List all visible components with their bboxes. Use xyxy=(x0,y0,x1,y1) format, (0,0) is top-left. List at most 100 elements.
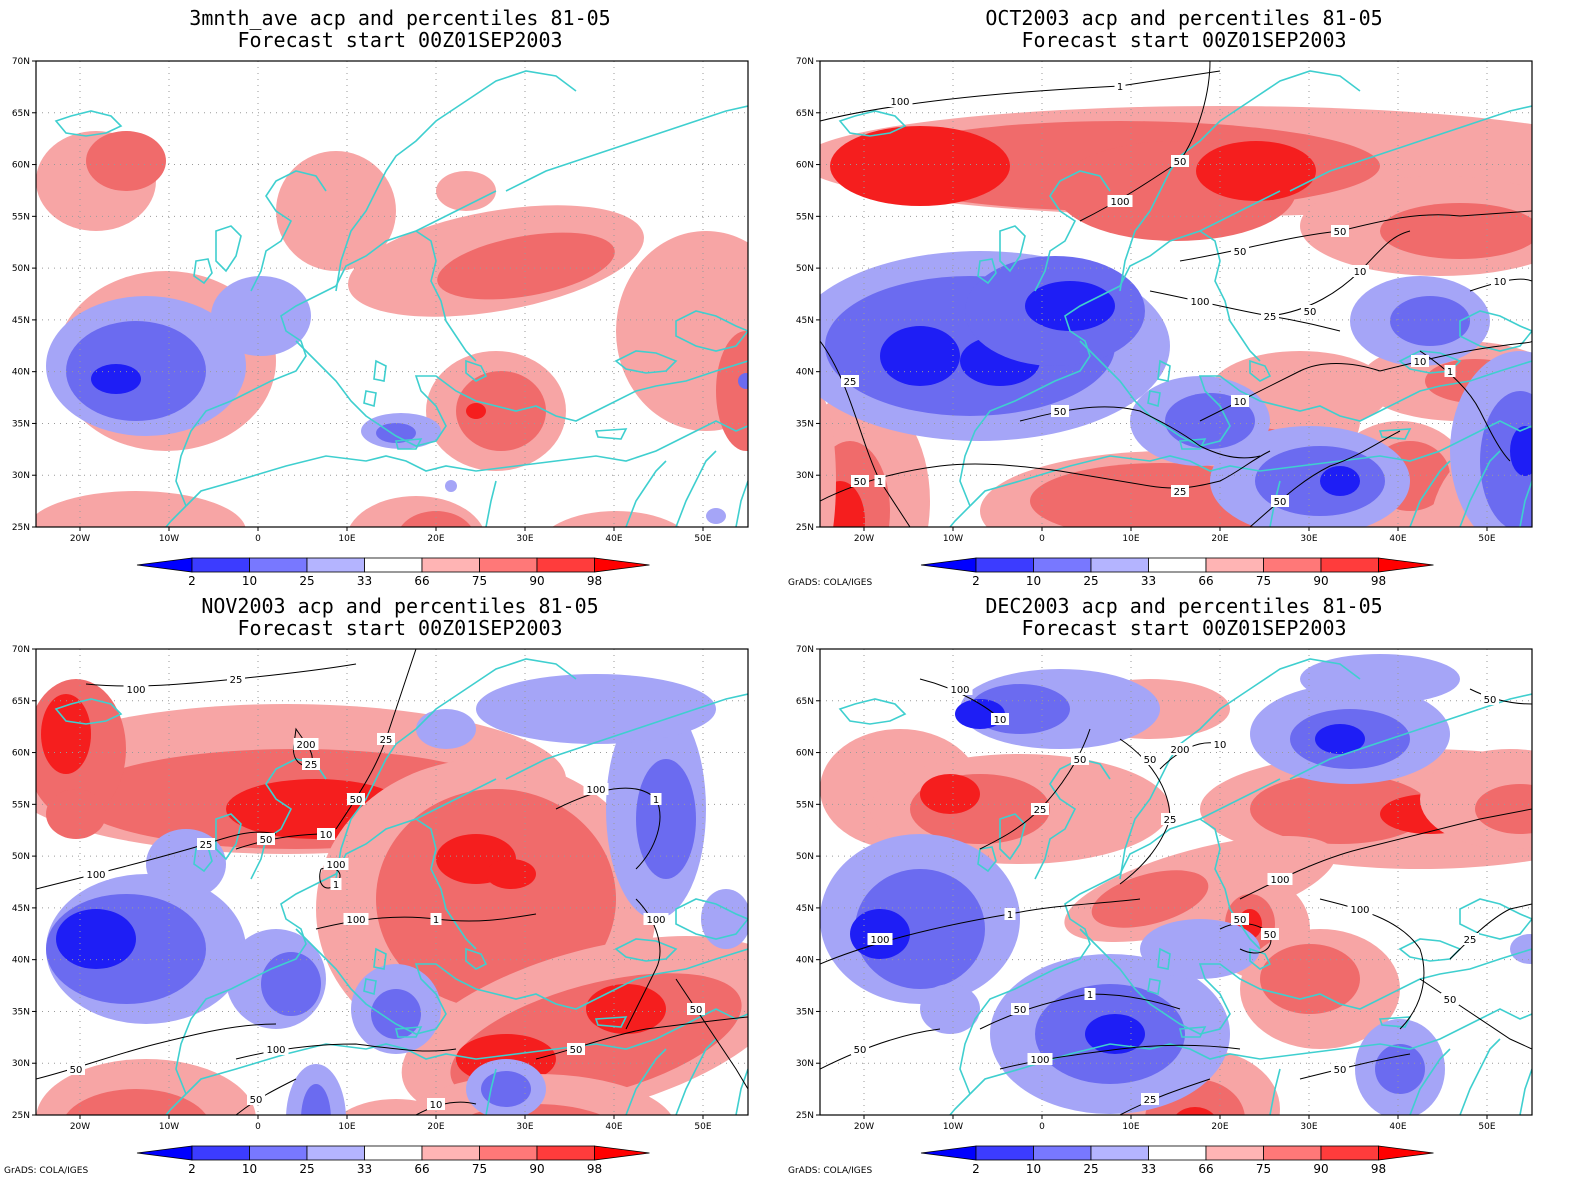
colorbar-segment xyxy=(479,1145,538,1161)
contour-labels: 100 100 50 100 50 25 50 10 50 25 50 10 1 10 1 50 50 25 10 1 xyxy=(841,80,1509,508)
contour-label-bg xyxy=(841,375,859,387)
panel-title-line2: Forecast start 00Z01SEP2003 xyxy=(1021,616,1347,640)
longitude-tick-label: 40E xyxy=(1389,1122,1406,1132)
contour-label: 25 xyxy=(1174,487,1187,498)
latitude-labels: 70N 65N 60N 55N 50N 45N 40N 35N 30N 25N xyxy=(796,57,820,533)
colorbar-arrow-left xyxy=(920,557,977,573)
colorbar-label: 10 xyxy=(242,574,257,588)
latitude-tick-label: 65N xyxy=(796,109,814,119)
contour-label: 10 xyxy=(1234,397,1247,408)
shading-blob xyxy=(738,373,748,389)
longitude-tick-label: 20W xyxy=(854,1122,874,1132)
contour-label-bg xyxy=(851,475,869,487)
coastline xyxy=(838,110,907,137)
shading-blob xyxy=(301,1084,331,1115)
contour-label: 100 xyxy=(1110,197,1129,208)
shading-blob xyxy=(261,952,321,1016)
latitude-tick-label: 70N xyxy=(12,57,30,67)
plot-area: 100 200 50 50 100 100 100 100 100 50 100 50 50 50 10 25… xyxy=(36,649,748,1115)
latitude-tick-label: 25N xyxy=(12,1111,30,1121)
longitude-tick-label: 10W xyxy=(943,1122,963,1132)
coastline xyxy=(165,1093,187,1115)
coastline xyxy=(1519,480,1532,527)
contour-label-bg xyxy=(67,1063,85,1075)
longitude-tick-label: 0 xyxy=(1039,1122,1045,1132)
contour-label-bg xyxy=(263,1043,289,1055)
coastline xyxy=(1459,898,1532,940)
contour-label-bg xyxy=(1444,365,1456,377)
colorbar-label: 66 xyxy=(1198,1162,1213,1176)
shading-blob xyxy=(855,869,985,989)
colorbar-segment xyxy=(421,557,480,573)
contour-label: 1 xyxy=(877,477,883,488)
shading-layer xyxy=(36,674,748,1115)
longitude-tick-label: 0 xyxy=(255,534,261,544)
contour-label-bg xyxy=(1211,738,1229,750)
shading-layer xyxy=(820,654,1532,1115)
contour-label-bg xyxy=(1261,928,1279,940)
longitude-tick-label: 10W xyxy=(159,534,179,544)
colorbar-label: 2 xyxy=(188,574,196,588)
latitude-tick-label: 50N xyxy=(796,264,814,274)
colorbar-label: 66 xyxy=(1198,574,1213,588)
contour-label-bg xyxy=(1171,485,1189,497)
shading-blob xyxy=(1085,1014,1145,1054)
coastline xyxy=(373,359,387,382)
shading-blob xyxy=(466,403,486,419)
contour-label: 25 xyxy=(1164,815,1177,826)
longitude-labels: 20W 10W 0 10E 20E 30E 40E 50E xyxy=(854,527,1496,544)
contour-label: 1 xyxy=(653,795,659,806)
latitude-tick-label: 70N xyxy=(796,645,814,655)
latitude-tick-label: 35N xyxy=(796,1007,814,1017)
latitude-labels: 70N 65N 60N 55N 50N 45N 40N 35N 30N 25N xyxy=(12,57,36,533)
latitude-tick-label: 25N xyxy=(796,1111,814,1121)
contour-label: 50 xyxy=(1334,1065,1347,1076)
contour-line xyxy=(820,340,911,527)
contour-label: 50 xyxy=(350,795,363,806)
contour-line xyxy=(1419,350,1511,462)
coastline xyxy=(735,1068,748,1115)
contour-label-bg xyxy=(887,95,913,107)
latitude-tick-label: 65N xyxy=(12,697,30,707)
colorbar-arrow-right xyxy=(594,557,650,573)
contour-label-bg xyxy=(650,793,662,805)
shading-blob xyxy=(820,392,836,527)
panel-title-line2: Forecast start 00Z01SEP2003 xyxy=(237,28,563,52)
contour-line xyxy=(36,831,277,890)
contour-label-bg xyxy=(1301,305,1319,317)
plot-area xyxy=(36,61,748,527)
colorbar-label: 10 xyxy=(1026,1162,1041,1176)
shading-blob xyxy=(1175,1107,1215,1115)
shading-blob xyxy=(445,480,457,492)
coastline xyxy=(594,428,628,440)
contour-label: 25 xyxy=(1264,312,1277,323)
contour-label-bg xyxy=(1331,225,1349,237)
coastline xyxy=(1199,818,1261,950)
contour-label: 50 xyxy=(570,1045,583,1056)
coastline xyxy=(999,225,1026,273)
colorbar-segment xyxy=(479,557,538,573)
contour-label: 25 xyxy=(1144,1095,1157,1106)
colorbar-segment xyxy=(975,557,1034,573)
coastline xyxy=(1378,1016,1412,1028)
contour-label: 50 xyxy=(1274,497,1287,508)
coastline xyxy=(1409,460,1451,527)
contour-label: 25 xyxy=(230,675,243,686)
latitude-tick-label: 45N xyxy=(12,904,30,914)
contour-label-bg xyxy=(867,933,893,945)
coastline xyxy=(1147,390,1161,408)
colorbar-label: 66 xyxy=(414,1162,429,1176)
shading-blob xyxy=(1375,1044,1425,1094)
contour-label-bg xyxy=(1261,310,1279,322)
longitude-tick-label: 20W xyxy=(70,1122,90,1132)
contour-label-bg xyxy=(1084,988,1096,1000)
contour-label: 25 xyxy=(1464,935,1477,946)
contour-label-bg xyxy=(1027,1053,1053,1065)
colorbar-label: 98 xyxy=(587,1162,602,1176)
coastline xyxy=(295,340,748,447)
panel-title-line2: Forecast start 00Z01SEP2003 xyxy=(1021,28,1347,52)
colorbar-label: 75 xyxy=(1256,574,1271,588)
colorbar-label: 75 xyxy=(472,574,487,588)
longitude-tick-label: 50E xyxy=(1478,1122,1495,1132)
coastline xyxy=(969,1008,1532,1095)
